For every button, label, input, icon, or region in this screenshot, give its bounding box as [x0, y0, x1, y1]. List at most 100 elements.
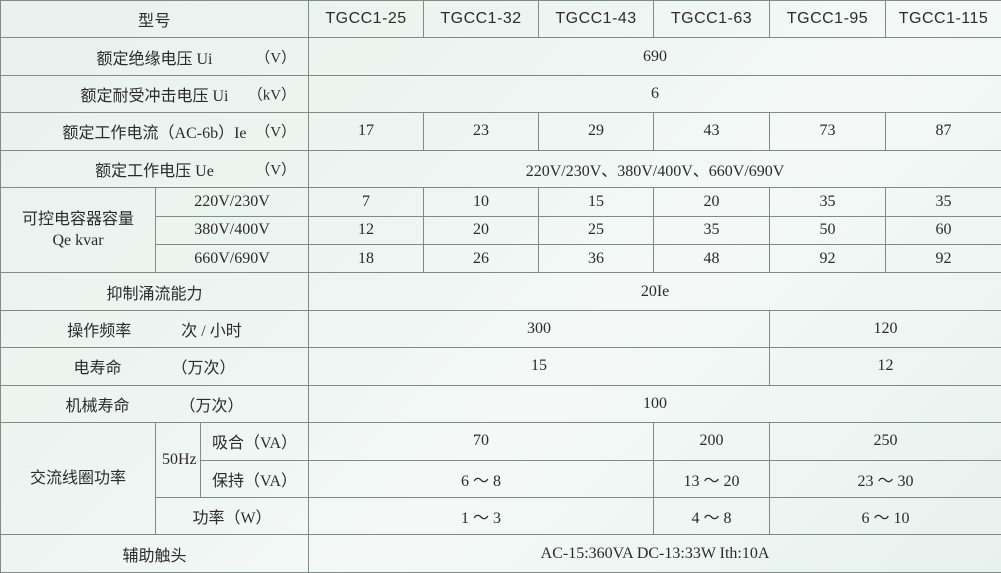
value-cell: 92 [769, 243, 887, 274]
value-operating-frequency-left: 300 [308, 309, 771, 349]
row-label-rated-working-voltage: 额定工作电压 Ue （V） [0, 149, 310, 189]
value-electrical-life-right: 12 [769, 347, 1001, 386]
value-cell: 17 [308, 112, 425, 151]
row-label-inrush-suppression: 抑制涌流能力 [0, 272, 310, 311]
table-row: 抑制涌流能力 20Ie [0, 272, 1001, 311]
value-cell: 25 [538, 215, 655, 245]
label-sub-text: 次 / 小时 [181, 323, 242, 341]
sub-label-220v: 220V/230V [154, 187, 310, 217]
table-row: 可控电容器容量 Qe kvar 220V/230V 7 10 15 20 35 … [0, 187, 1001, 274]
value-mechanical-life: 100 [308, 384, 1001, 424]
table-row: 保持（VA） 6 ～ 8 13 ～ 20 23 ～ 30 [1, 459, 1001, 498]
value-cell: 7 [308, 187, 425, 217]
value-holding-b: 13 ～ 20 [653, 459, 771, 498]
label-text: 额定工作电流（AC-6b）Ie [62, 125, 247, 143]
row-label-mechanical-life: 机械寿命 （万次） [0, 384, 310, 424]
value-cell: 73 [769, 112, 887, 151]
value-cell: 29 [538, 112, 655, 151]
label-text: 额定工作电压 Ue [95, 162, 214, 180]
label-text: 辅助触头 [122, 547, 187, 565]
value-inrush-suppression: 20Ie [308, 272, 1001, 311]
value-auxiliary-contact: AC-15:360VA DC-13:33W Ith:10A [308, 534, 1001, 573]
value-cell: 92 [885, 243, 1001, 274]
table-row: 操作频率 次 / 小时 300 120 [0, 309, 1001, 349]
table-row: 660V/690V 18 26 36 48 92 92 [1, 243, 1001, 274]
sub-label-pickup: 吸合（VA） [199, 422, 310, 461]
value-cell: 12 [308, 215, 425, 245]
value-cell: 48 [653, 243, 771, 274]
value-rated-insulation-voltage: 690 [308, 37, 1001, 76]
table-row: 额定工作电压 Ue （V） 220V/230V、380V/400V、660V/6… [0, 149, 1001, 189]
table-header-row: 型号 TGCC1-25 TGCC1-32 TGCC1-43 TGCC1-63 T… [0, 0, 1001, 39]
label-text: 电寿命 [73, 360, 122, 378]
value-cell: 20 [653, 187, 771, 217]
sub-label-660v: 660V/690V [154, 243, 310, 274]
value-cell: 23 [423, 112, 540, 151]
header-model-title: 型号 [0, 0, 310, 39]
value-cell: 35 [769, 187, 887, 217]
row-label-auxiliary-contact: 辅助触头 [0, 534, 310, 573]
header-model-1: TGCC1-32 [423, 0, 540, 39]
value-cell: 26 [423, 243, 540, 274]
row-label-rated-impulse-voltage: 额定耐受冲击电压 Ui （kV） [0, 74, 310, 114]
value-pickup-a: 70 [308, 422, 655, 461]
row-label-rated-working-current: 额定工作电流（AC-6b）Ie （V） [0, 112, 310, 151]
label-unit: （V） [255, 50, 297, 67]
header-model-4: TGCC1-95 [769, 0, 887, 39]
label-text: 机械寿命 [65, 397, 130, 415]
row-label-ac-coil-power: 交流线圈功率 [0, 422, 156, 536]
row-label-electrical-life: 电寿命 （万次） [0, 347, 310, 386]
value-cell: 35 [885, 187, 1001, 217]
value-cell: 36 [538, 243, 655, 274]
value-cell: 87 [885, 112, 1001, 151]
label-line-2: Qe kvar [52, 232, 104, 250]
value-cell: 20 [423, 215, 540, 245]
row-label-capacitor-capacity: 可控电容器容量 Qe kvar [0, 187, 156, 274]
sub-label-380v: 380V/400V [154, 215, 310, 245]
table-row: 辅助触头 AC-15:360VA DC-13:33W Ith:10A [0, 534, 1001, 573]
value-rated-working-voltage: 220V/230V、380V/400V、660V/690V [308, 149, 1001, 189]
value-cell: 60 [885, 215, 1001, 245]
table-row: 380V/400V 12 20 25 35 50 60 [1, 215, 1001, 245]
value-power-c: 6 ～ 10 [769, 496, 1001, 536]
label-text: 额定耐受冲击电压 Ui [80, 88, 229, 106]
table-row: 交流线圈功率 50Hz 吸合（VA） 70 200 250 [0, 422, 1001, 536]
label-frequency-50hz: 50Hz [155, 422, 201, 498]
label-text: 操作频率 [67, 323, 132, 341]
table-row: 额定绝缘电压 Ui （V） 690 [0, 37, 1001, 76]
value-cell: 43 [653, 112, 771, 151]
value-power-b: 4 ～ 8 [653, 496, 771, 536]
value-pickup-b: 200 [653, 422, 771, 461]
label-text: 抑制涌流能力 [106, 285, 203, 303]
value-operating-frequency-right: 120 [769, 309, 1001, 349]
header-model-5: TGCC1-115 [885, 0, 1001, 39]
value-cell: 15 [538, 187, 655, 217]
value-holding-a: 6 ～ 8 [308, 459, 655, 498]
row-label-operating-frequency: 操作频率 次 / 小时 [0, 309, 310, 349]
label-text: 额定绝缘电压 Ui [96, 50, 213, 68]
sub-label-holding: 保持（VA） [199, 459, 310, 498]
value-rated-impulse-voltage: 6 [308, 74, 1001, 114]
header-model-3: TGCC1-63 [653, 0, 771, 39]
value-power-a: 1 ～ 3 [308, 496, 655, 536]
table-row: 电寿命 （万次） 15 12 [0, 347, 1001, 386]
table-row: 额定耐受冲击电压 Ui （kV） 6 [0, 74, 1001, 114]
table-row: 功率（W） 1 ～ 3 4 ～ 8 6 ～ 10 [1, 496, 1001, 536]
header-model-2: TGCC1-43 [538, 0, 655, 39]
value-cell: 35 [653, 215, 771, 245]
label-sub-text: （万次） [179, 397, 244, 415]
row-label-rated-insulation-voltage: 额定绝缘电压 Ui （V） [0, 37, 310, 76]
label-unit: （V） [255, 124, 297, 141]
table-row: 机械寿命 （万次） 100 [0, 384, 1001, 424]
value-cell: 10 [423, 187, 540, 217]
label-sub-text: （万次） [171, 360, 236, 378]
label-unit: （V） [255, 162, 297, 179]
table-row: 额定工作电流（AC-6b）Ie （V） 17 23 29 43 73 87 [0, 112, 1001, 151]
header-model-0: TGCC1-25 [308, 0, 425, 39]
value-holding-c: 23 ～ 30 [769, 459, 1001, 498]
label-unit: （kV） [247, 87, 297, 104]
label-line-1: 可控电容器容量 [21, 210, 134, 228]
sub-label-power: 功率（W） [154, 496, 310, 536]
